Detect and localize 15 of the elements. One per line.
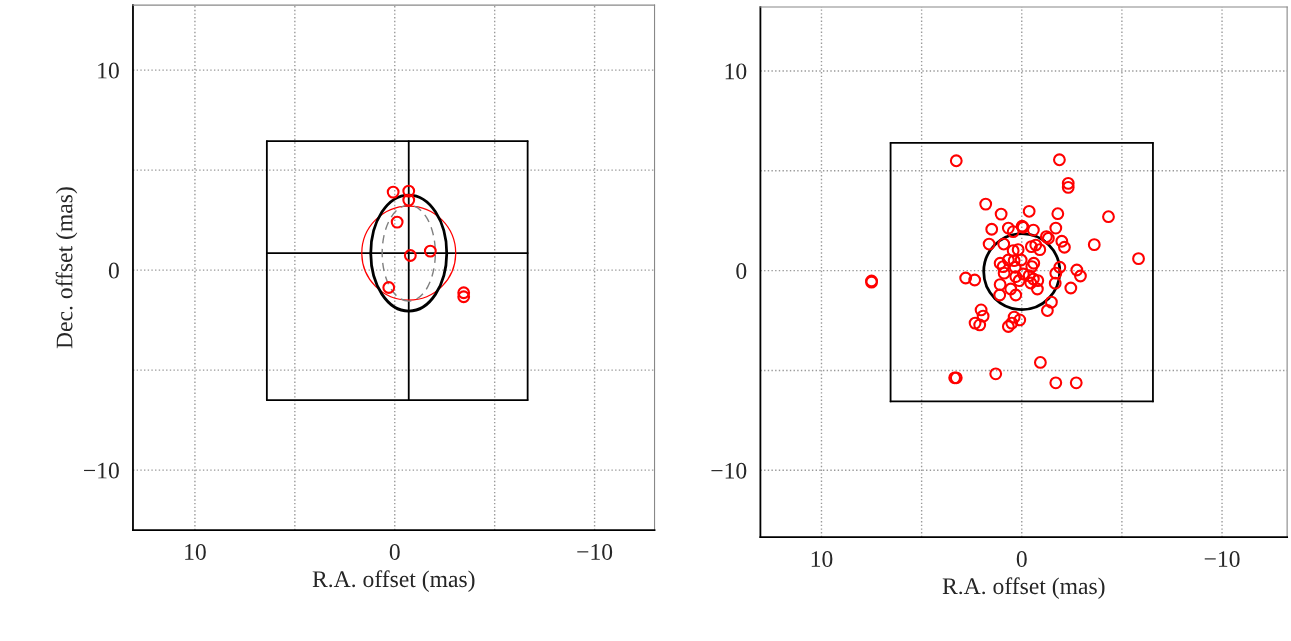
y-tick-label: 10 (98, 62, 119, 79)
x-tick-label: −10 (1204, 551, 1240, 567)
x-axis-title: R.A. offset (mas) (942, 577, 1105, 599)
x-tick-label: −10 (577, 543, 613, 560)
y-tick-label: 0 (736, 263, 747, 280)
y-tick-label: −10 (84, 462, 119, 479)
x-tick-label: 0 (389, 543, 400, 560)
x-tick-label: 10 (811, 551, 833, 567)
y-axis-title: Dec. offset (mas) (55, 187, 78, 349)
x-axis-title: R.A. offset (mas) (312, 570, 475, 592)
x-tick-label: 10 (185, 543, 206, 560)
y-tick-label: −10 (711, 462, 747, 479)
x-tick-label: 0 (1016, 551, 1027, 567)
y-tick-label: 10 (725, 63, 747, 80)
y-tick-label: 0 (108, 262, 119, 279)
